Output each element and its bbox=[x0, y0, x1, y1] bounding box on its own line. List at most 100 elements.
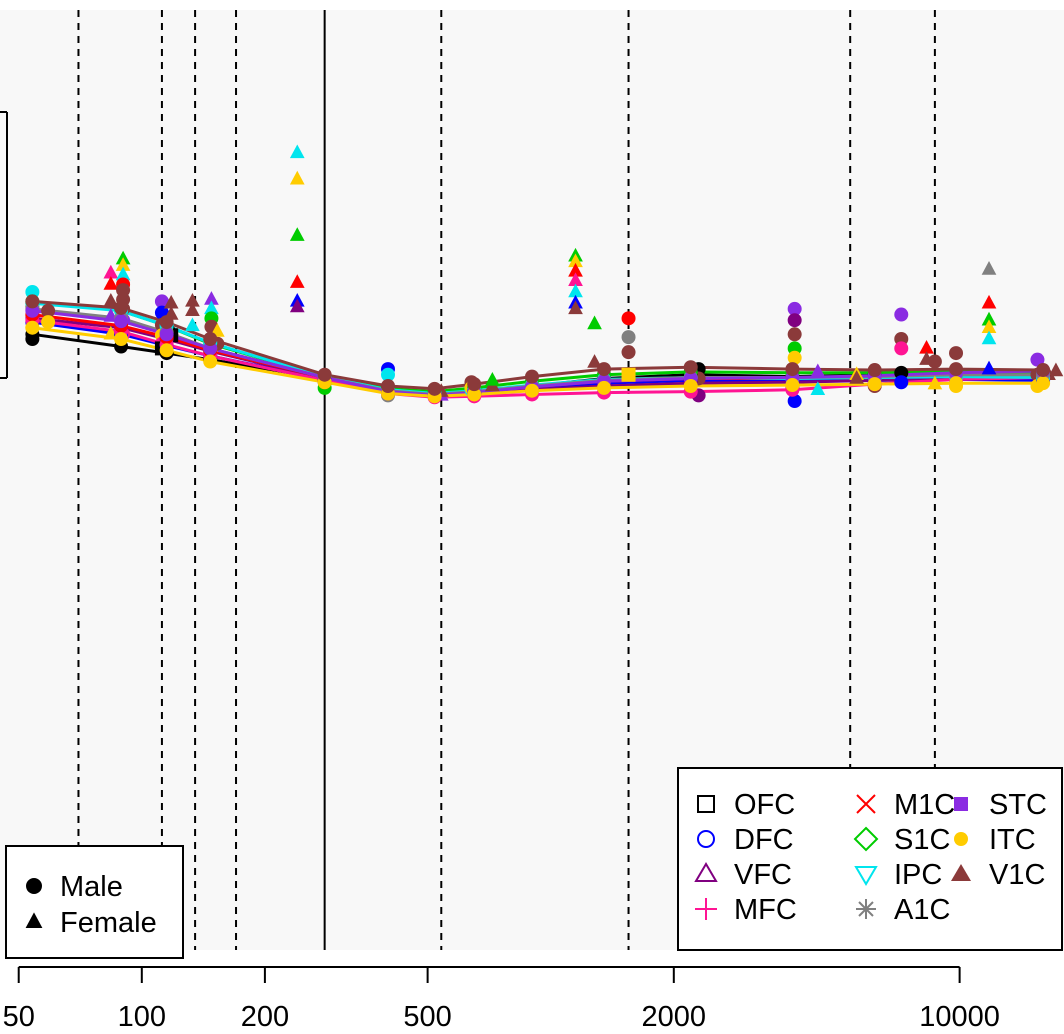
data-point-75 bbox=[621, 367, 636, 382]
data-point-73 bbox=[621, 330, 636, 345]
x-tick-label-3: 500 bbox=[403, 1001, 451, 1033]
data-point-113 bbox=[1048, 362, 1064, 377]
series-point-v1c-6 bbox=[427, 381, 442, 396]
region-legend-marker-a1c bbox=[856, 899, 876, 919]
region-legend-label-vfc: VFC bbox=[734, 859, 792, 891]
data-point-45 bbox=[289, 170, 305, 185]
data-points bbox=[25, 144, 1064, 409]
region-legend-marker-mfc bbox=[695, 898, 717, 920]
x-tick-label-2: 200 bbox=[241, 1001, 289, 1033]
region-legend-marker-s1c bbox=[853, 826, 879, 852]
data-point-109 bbox=[1030, 352, 1045, 367]
region-legend-marker-ofc bbox=[697, 795, 715, 813]
region-legend-label-dfc: DFC bbox=[734, 824, 794, 856]
series-point-stc-2 bbox=[159, 327, 174, 342]
data-point-7 bbox=[41, 303, 56, 318]
region-legend-marker-stc bbox=[954, 797, 968, 811]
region-legend-label-ofc: OFC bbox=[734, 789, 795, 821]
data-point-74 bbox=[621, 345, 636, 360]
sex-legend: Male Female bbox=[5, 845, 184, 959]
series-point-v1c-7 bbox=[467, 377, 482, 392]
region-legend-label-v1c: V1C bbox=[989, 859, 1045, 891]
data-point-64 bbox=[568, 253, 583, 268]
data-point-96 bbox=[894, 375, 909, 390]
series-point-v1c-5 bbox=[380, 379, 395, 393]
region-legend-label-ipc: IPC bbox=[894, 859, 942, 891]
data-point-34 bbox=[185, 302, 200, 317]
series-point-v1c-2 bbox=[159, 315, 174, 330]
data-point-72 bbox=[621, 311, 636, 326]
x-tick-label-1: 100 bbox=[118, 1001, 166, 1033]
series-point-itc-8 bbox=[525, 383, 539, 398]
region-legend-marker-dfc bbox=[697, 830, 715, 848]
series-point-itc-11 bbox=[785, 378, 800, 393]
data-point-11 bbox=[103, 293, 119, 307]
series-point-v1c-14 bbox=[1036, 363, 1051, 378]
data-point-100 bbox=[927, 375, 943, 390]
data-point-108 bbox=[981, 360, 997, 375]
data-point-80 bbox=[787, 313, 802, 328]
series-point-itc-10 bbox=[683, 379, 698, 393]
x-tick-label-0: 50 bbox=[3, 1001, 35, 1033]
data-point-33 bbox=[185, 293, 200, 307]
series-point-v1c-8 bbox=[525, 369, 539, 384]
series-point-v1c-1 bbox=[114, 300, 129, 315]
series-point-itc-9 bbox=[597, 380, 612, 395]
series-point-v1c-3 bbox=[203, 332, 218, 346]
data-point-16 bbox=[115, 266, 131, 281]
data-point-86 bbox=[810, 363, 826, 378]
data-point-62 bbox=[485, 371, 500, 386]
sex-legend-label-female: Female bbox=[60, 907, 157, 939]
data-point-104 bbox=[981, 294, 997, 309]
data-point-29 bbox=[163, 294, 179, 309]
series-point-v1c-11 bbox=[785, 362, 800, 377]
series-point-v1c-4 bbox=[317, 367, 332, 382]
data-point-85 bbox=[787, 394, 802, 409]
series-point-stc-1 bbox=[114, 314, 129, 329]
series-point-v1c-13 bbox=[949, 362, 964, 377]
data-point-97 bbox=[919, 340, 934, 354]
data-point-87 bbox=[810, 381, 826, 396]
data-point-47 bbox=[289, 274, 305, 288]
data-point-35 bbox=[185, 317, 200, 332]
series-point-itc-7 bbox=[467, 387, 482, 402]
sex-legend-box bbox=[5, 845, 184, 959]
data-point-9 bbox=[103, 264, 119, 279]
data-point-46 bbox=[289, 227, 305, 241]
data-point-83 bbox=[787, 350, 802, 365]
data-point-107 bbox=[981, 330, 997, 345]
series-point-v1c-10 bbox=[683, 360, 698, 375]
data-point-23 bbox=[154, 294, 169, 309]
data-point-89 bbox=[849, 370, 864, 384]
data-point-103 bbox=[981, 261, 997, 275]
series-point-itc-14 bbox=[1036, 376, 1051, 391]
data-point-10 bbox=[103, 276, 119, 290]
region-legend-marker-ipc bbox=[854, 866, 878, 886]
x-axis: 50 100 200 500 2000 10000 bbox=[3, 966, 1000, 1033]
data-point-15 bbox=[115, 257, 131, 271]
data-point-81 bbox=[787, 327, 802, 342]
x-tick-label-4: 2000 bbox=[642, 1001, 707, 1033]
sex-legend-label-male: Male bbox=[60, 871, 123, 903]
x-tick-label-5: 10000 bbox=[919, 1001, 1000, 1033]
data-point-69 bbox=[568, 300, 583, 315]
sex-legend-marker-female bbox=[25, 912, 43, 928]
region-legend-label-m1c: M1C bbox=[894, 789, 955, 821]
data-point-71 bbox=[587, 354, 602, 368]
data-point-70 bbox=[587, 315, 602, 330]
data-point-92 bbox=[894, 307, 909, 322]
data-point-44 bbox=[289, 144, 305, 159]
region-legend-marker-vfc bbox=[694, 862, 718, 882]
data-point-53 bbox=[380, 367, 395, 382]
data-point-106 bbox=[981, 319, 997, 333]
data-point-36 bbox=[204, 291, 219, 305]
region-legend-label-mfc: MFC bbox=[734, 894, 797, 926]
data-point-101 bbox=[949, 346, 964, 361]
data-point-99 bbox=[927, 354, 942, 369]
series-point-itc-1 bbox=[114, 332, 129, 346]
data-point-49 bbox=[289, 298, 305, 313]
series-point-itc-3 bbox=[203, 354, 218, 369]
region-legend-label-stc: STC bbox=[989, 789, 1047, 821]
